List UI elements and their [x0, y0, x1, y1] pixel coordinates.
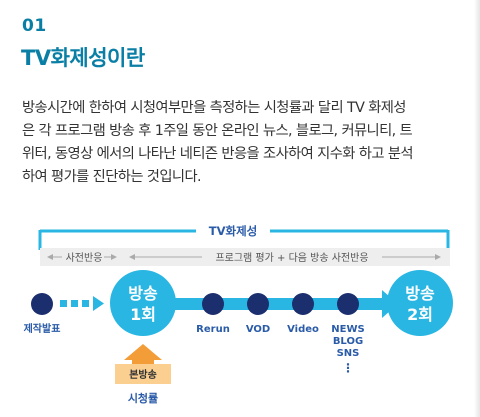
start-node-label: 제작발표 [24, 322, 61, 335]
ratings-label: 시청률 [128, 391, 158, 405]
broadcast-2-line1: 방송 [405, 284, 435, 303]
vod-stage: VOD [246, 293, 270, 335]
vod-label: VOD [246, 324, 270, 335]
phase-band: 사전반응 프로그램 평가 + 다음 방송 사전반응 [40, 248, 450, 266]
dot-1 [60, 300, 67, 307]
video-node [292, 293, 314, 315]
section-title: TV화제성이란 [21, 46, 145, 70]
post-label-bg [202, 249, 382, 265]
scroll-edge-shadow [474, 0, 480, 417]
vod-node [247, 293, 269, 315]
ellipsis-label: ⋮ [342, 361, 354, 375]
broadcast-1-circle [110, 270, 176, 336]
section-number: 01 [22, 16, 47, 36]
rerun-stage: Rerun [196, 293, 230, 335]
bracket-label-bg [196, 220, 270, 240]
start-node [31, 293, 53, 315]
main-broadcast-box [115, 364, 171, 384]
news-label: NEWS [331, 324, 364, 335]
main-broadcast-arrow: 본방송 시청률 [115, 344, 171, 405]
description-line: 방송시간에 한하여 시청여부만을 측정하는 시청률과 달리 TV 화제성 [22, 100, 406, 116]
broadcast-2-circle [387, 270, 453, 336]
broadcast-2-node: 방송 2회 [387, 270, 453, 336]
broadcast-1-line2: 1회 [130, 305, 156, 324]
top-bracket: TV화제성 [38, 220, 450, 250]
rerun-node [202, 293, 224, 315]
news-stage: NEWS BLOG SNS ⋮ [331, 293, 365, 375]
pre-label-bg [62, 249, 104, 265]
dot-3 [82, 300, 89, 307]
blog-label: BLOG [333, 336, 363, 347]
description-line: 하여 평가를 진단하는 것입니다. [22, 169, 202, 185]
main-flow-arrow [150, 290, 398, 318]
video-label: Video [287, 324, 319, 335]
broadcast-2-line2: 2회 [407, 305, 433, 324]
description-line: 은 각 프로그램 방송 후 1주일 동안 온라인 뉴스, 블로그, 커뮤니티, … [22, 123, 413, 139]
news-node [337, 293, 359, 315]
main-broadcast-label: 본방송 [129, 368, 157, 381]
video-stage: Video [287, 293, 319, 335]
broadcast-1-line1: 방송 [128, 284, 158, 303]
dot-2 [71, 300, 78, 307]
start-stage: 제작발표 [24, 293, 104, 335]
top-label: TV화제성 [209, 224, 257, 238]
broadcast-1-node: 방송 1회 [110, 270, 176, 336]
dotted-arrow-head [93, 296, 104, 311]
pre-label: 사전반응 [66, 252, 103, 264]
post-label: 프로그램 평가 + 다음 방송 사전반응 [215, 252, 368, 264]
description-line: 위터, 동영상 에서의 나타난 네티즌 반응을 조사하여 지수화 하고 분석 [22, 146, 414, 162]
rerun-label: Rerun [196, 324, 230, 335]
sns-label: SNS [337, 348, 360, 359]
description-text: 방송시간에 한하여 시청여부만을 측정하는 시청률과 달리 TV 화제성 은 각… [22, 97, 470, 189]
